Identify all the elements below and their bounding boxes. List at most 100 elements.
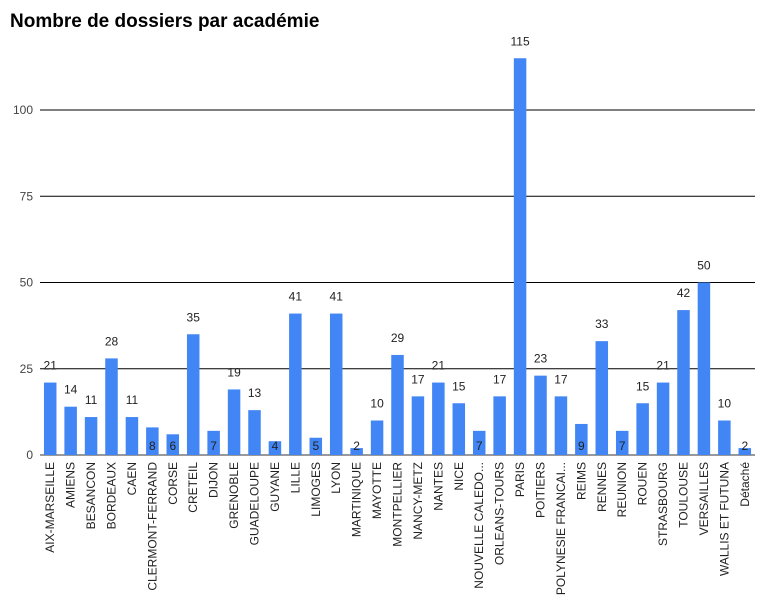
bar (43, 382, 57, 455)
x-tick-label: POLYNESIE FRANCAI... (554, 462, 568, 595)
x-tick-label: BORDEAUX (105, 462, 119, 529)
data-label: 17 (554, 372, 568, 386)
x-tick-label: ORLEANS-TOURS (493, 462, 507, 565)
data-label: 41 (330, 290, 344, 304)
bar (493, 396, 506, 455)
data-label: 2 (353, 439, 360, 453)
bar (472, 430, 486, 455)
x-tick-label: LYON (329, 462, 343, 494)
y-axis-ticks: 0 25 50 75 100 (13, 103, 33, 462)
gridlines (40, 109, 755, 456)
x-tick-label: DIJON (207, 462, 221, 498)
bar (105, 358, 118, 455)
y-tick-label: 75 (20, 189, 34, 203)
data-label: 21 (656, 359, 670, 373)
x-tick-label: NOUVELLE CALEDO... (472, 462, 486, 589)
data-label: 10 (370, 397, 384, 411)
bars (43, 58, 752, 455)
data-label: 5 (312, 439, 319, 453)
x-axis-labels: AIX-MARSEILLE AMIENS BESANCON BORDEAUX CAEN C… (43, 462, 752, 595)
x-tick-label: NICE (452, 462, 466, 491)
data-label: 10 (718, 397, 732, 411)
bar (350, 448, 363, 455)
data-label: 7 (619, 439, 626, 453)
x-tick-label: GUADELOUPE (248, 462, 262, 545)
data-label: 41 (289, 290, 303, 304)
data-label: 50 (697, 259, 711, 273)
x-tick-label: CRETEIL (186, 462, 200, 513)
y-tick-label: 50 (20, 276, 34, 290)
data-label: 28 (105, 334, 119, 348)
x-tick-label: REIMS (574, 462, 588, 500)
x-tick-label: AIX-MARSEILLE (43, 462, 57, 553)
data-label: 7 (210, 439, 217, 453)
x-tick-label: LILLE (288, 462, 302, 493)
x-tick-label: MARTINIQUE (350, 462, 364, 537)
x-tick-label: MONTPELLIER (391, 462, 405, 547)
bar (718, 420, 731, 455)
bar (697, 282, 711, 455)
data-label: 6 (169, 439, 176, 453)
bar (677, 310, 690, 455)
chart-title: Nombre de dossiers par académie (10, 11, 319, 32)
data-label: 11 (85, 393, 98, 407)
bar (595, 341, 609, 455)
bar (636, 403, 649, 455)
bar (64, 406, 77, 455)
bar (166, 434, 180, 455)
bar (248, 410, 261, 455)
bar (534, 375, 547, 455)
data-label: 9 (578, 439, 585, 453)
y-tick-label: 0 (26, 448, 33, 462)
x-tick-label: MAYOTTE (370, 462, 384, 519)
data-label: 4 (272, 439, 279, 453)
x-tick-label: TOULOUSE (677, 462, 691, 528)
bar (207, 430, 220, 455)
bar (268, 441, 282, 455)
data-label: 8 (149, 439, 156, 453)
y-tick-label: 100 (13, 103, 33, 117)
bar (452, 403, 466, 455)
bar (615, 430, 629, 455)
data-label: 2 (741, 439, 748, 453)
data-label: 33 (595, 317, 609, 331)
x-tick-label: ROUEN (636, 462, 650, 505)
data-label: 19 (227, 365, 241, 379)
bar (309, 437, 323, 455)
x-tick-label: VERSAILLES (697, 462, 711, 535)
bar (329, 313, 343, 455)
bar (391, 354, 404, 455)
x-tick-label: RENNES (595, 462, 609, 512)
bar (227, 389, 241, 455)
bar (738, 448, 752, 455)
data-label: 15 (636, 379, 650, 393)
x-tick-label: LIMOGES (309, 462, 323, 517)
data-label: 21 (44, 359, 58, 373)
x-tick-label: CORSE (166, 462, 180, 505)
bar (513, 58, 527, 455)
x-tick-label: POITIERS (534, 462, 548, 518)
data-label: 7 (476, 439, 483, 453)
x-tick-label: GUYANE (268, 462, 282, 512)
data-label: 17 (493, 372, 507, 386)
data-label: 14 (64, 383, 78, 397)
data-label: 11 (126, 393, 139, 407)
data-label: 17 (411, 372, 425, 386)
bar (432, 382, 445, 455)
x-tick-label: PARIS (513, 462, 527, 497)
data-label: 15 (452, 379, 466, 393)
bar (656, 382, 670, 455)
bar (411, 396, 425, 455)
x-tick-label: REUNION (615, 462, 629, 517)
x-tick-label: Détaché (738, 462, 752, 507)
x-tick-label: STRASBOURG (656, 462, 670, 546)
data-label: 29 (391, 331, 405, 345)
bar (125, 417, 139, 455)
data-label: 13 (248, 386, 262, 400)
x-tick-label: NANTES (431, 462, 445, 511)
data-label: 21 (432, 359, 446, 373)
y-tick-label: 25 (20, 362, 34, 376)
bar (370, 420, 384, 455)
